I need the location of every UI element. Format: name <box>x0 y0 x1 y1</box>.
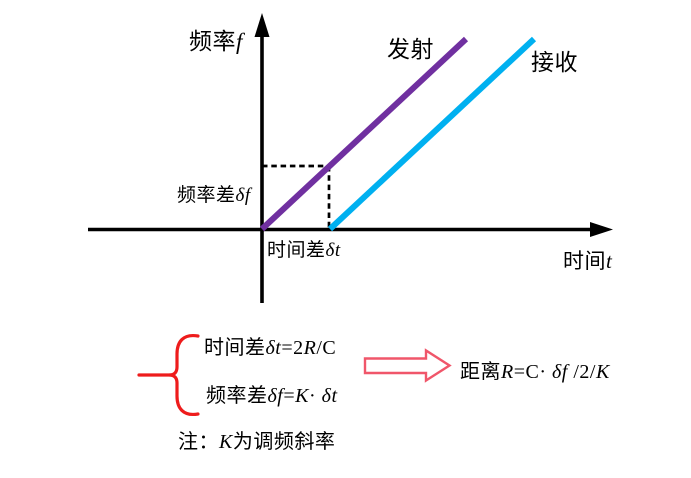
transmit-label: 发射 <box>387 37 434 62</box>
formula-time-diff: 时间差δt=2R/C <box>204 337 337 359</box>
transmit-signal-line <box>259 36 469 232</box>
receive-signal-line <box>327 36 537 232</box>
x-axis-label: 时间t <box>563 249 613 273</box>
formula-freq-diff: 频率差δf=K· δt <box>206 385 338 407</box>
note-text: 注：K为调频斜率 <box>178 431 336 453</box>
x-axis-arrowhead-icon <box>590 222 613 237</box>
freq-diff-label: 频率差δf <box>177 185 251 206</box>
formula-distance: 距离R=C· δf /2/K <box>460 361 610 383</box>
time-diff-label: 时间差δt <box>267 240 341 261</box>
red-brace <box>169 333 200 417</box>
block-arrow-right-icon <box>363 348 452 383</box>
y-axis-label: 频率f <box>189 29 243 54</box>
y-axis-arrowhead-icon <box>254 13 270 37</box>
receive-label: 接收 <box>531 50 578 75</box>
